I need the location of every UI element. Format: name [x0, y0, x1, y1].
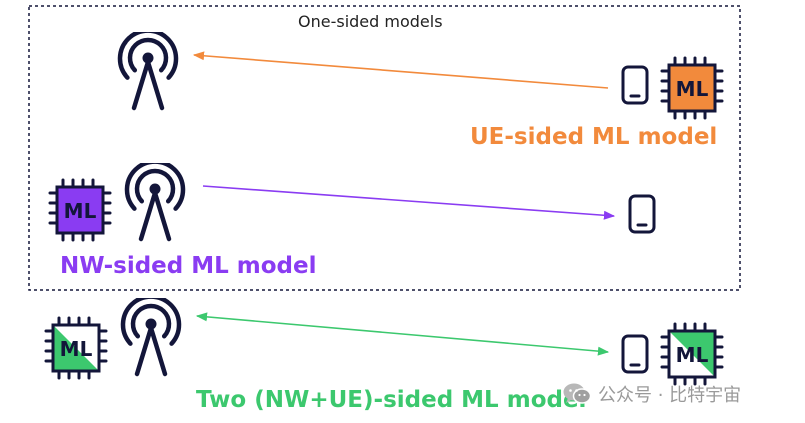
svg-text:ML: ML: [676, 77, 709, 101]
antenna-tower-icon: [127, 162, 183, 239]
svg-text:ML: ML: [676, 343, 709, 367]
wechat-icon: [563, 383, 592, 404]
one-sided-box: [28, 5, 741, 291]
phone-icon: [621, 65, 649, 105]
box-title: One-sided models: [298, 12, 443, 31]
two-sided-label: Two (NW+UE)-sided ML model: [196, 387, 587, 413]
ml-chip-icon: ML: [44, 316, 108, 380]
phone-icon: [628, 194, 656, 234]
svg-text:ML: ML: [60, 337, 93, 361]
ue-sided-label: UE-sided ML model: [470, 124, 718, 150]
nw-sided-label: NW-sided ML model: [60, 253, 317, 279]
watermark: 公众号 · 比特宇宙: [562, 380, 741, 408]
ue-arrow: [192, 51, 609, 89]
two-sided-arrow: [195, 312, 610, 356]
nw-arrow: [202, 185, 616, 220]
ml-chip-icon: ML: [660, 56, 724, 120]
phone-icon: [621, 334, 649, 374]
watermark-text: 公众号 · 比特宇宙: [598, 385, 742, 406]
ml-chip-icon: ML: [48, 178, 112, 242]
antenna-tower-icon: [123, 297, 179, 374]
antenna-tower-icon: [120, 31, 176, 108]
svg-text:ML: ML: [64, 199, 97, 223]
ml-chip-icon: ML: [660, 322, 724, 386]
